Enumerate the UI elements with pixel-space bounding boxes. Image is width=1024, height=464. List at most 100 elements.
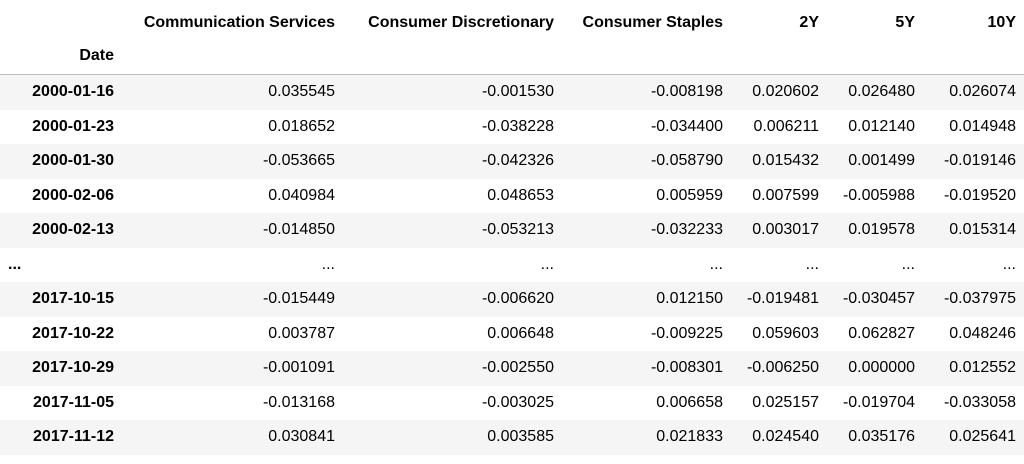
row-index: 2017-11-05: [33, 393, 114, 411]
table-cell: 0.006648: [487, 324, 554, 342]
column-header: 2Y: [799, 14, 819, 31]
table-cell: ...: [709, 255, 723, 273]
table-cell: -0.008301: [650, 359, 723, 376]
index-name: Date: [79, 47, 114, 64]
table-cell: -0.034400: [650, 117, 723, 135]
table-cell: 0.048653: [487, 186, 554, 204]
row-index: 2000-01-16: [32, 83, 114, 100]
column-header: 10Y: [987, 14, 1016, 31]
table-cell: 0.014948: [949, 117, 1016, 135]
table-body: 2000-01-16 0.035545 -0.001530 -0.008198 …: [0, 74, 1024, 455]
table-row: 2017-10-22 0.003787 0.006648 -0.009225 0…: [0, 316, 1024, 351]
table-cell: ...: [540, 255, 554, 273]
table-cell: 0.003585: [487, 428, 554, 445]
table-row: 2000-02-06 0.040984 0.048653 0.005959 0.…: [0, 178, 1024, 213]
table-cell: ...: [901, 255, 915, 273]
row-index: 2000-02-06: [32, 186, 114, 204]
table-cell: 0.021833: [656, 428, 723, 445]
table-cell: 0.059603: [752, 324, 819, 342]
table-cell: 0.024540: [752, 428, 819, 445]
table-cell: -0.030457: [842, 290, 915, 307]
table-cell: -0.037975: [943, 290, 1016, 307]
table-cell: 0.019578: [848, 221, 915, 238]
table-cell: -0.019146: [943, 152, 1016, 169]
table-cell: 0.000000: [848, 359, 915, 376]
table-cell: -0.003025: [481, 393, 554, 411]
table-cell: 0.030841: [268, 428, 335, 445]
table-cell: -0.058790: [650, 152, 723, 169]
row-index: ...: [8, 255, 22, 273]
table-row: 2000-01-23 0.018652 -0.038228 -0.034400 …: [0, 109, 1024, 144]
table-cell: 0.003787: [268, 324, 335, 342]
table-cell: ...: [805, 255, 819, 273]
table-cell: 0.026074: [949, 83, 1016, 100]
table-cell: 0.006658: [656, 393, 723, 411]
table-cell: -0.038228: [481, 117, 554, 135]
table-row: 2017-11-12 0.030841 0.003585 0.021833 0.…: [0, 420, 1024, 455]
index-name-row: Date: [0, 45, 1024, 75]
table-cell: 0.003017: [752, 221, 819, 238]
table-cell: 0.012150: [656, 290, 723, 307]
table-header: Communication Services Consumer Discreti…: [0, 0, 1024, 75]
table-cell: 0.005959: [656, 186, 723, 204]
table-cell: 0.015432: [752, 152, 819, 169]
table-cell: 0.035545: [268, 83, 335, 100]
table-row: 2017-10-15 -0.015449 -0.006620 0.012150 …: [0, 282, 1024, 317]
table-cell: 0.018652: [268, 117, 335, 135]
table-row: 2017-10-29 -0.001091 -0.002550 -0.008301…: [0, 351, 1024, 386]
table-cell: -0.053213: [481, 221, 554, 238]
header-corner: [0, 0, 122, 45]
table-cell: -0.006250: [746, 359, 819, 376]
row-index: 2000-01-23: [32, 117, 114, 135]
table-cell: -0.019704: [842, 393, 915, 411]
table-cell: 0.015314: [949, 221, 1016, 238]
table-cell: 0.026480: [848, 83, 915, 100]
table-cell: 0.020602: [752, 83, 819, 100]
table-cell: 0.040984: [268, 186, 335, 204]
table-cell: -0.042326: [481, 152, 554, 169]
table-cell: -0.033058: [943, 393, 1016, 411]
table-cell: -0.008198: [650, 83, 723, 100]
table-row: 2000-02-13 -0.014850 -0.053213 -0.032233…: [0, 213, 1024, 248]
table-cell: -0.014850: [262, 221, 335, 238]
table-cell: 0.012552: [949, 359, 1016, 376]
row-index: 2000-02-13: [32, 221, 114, 238]
column-header-row: Communication Services Consumer Discreti…: [0, 0, 1024, 45]
table-cell: 0.012140: [848, 117, 915, 135]
table-cell: -0.019520: [943, 186, 1016, 204]
ellipsis-row: ... ... ... ... ... ... ...: [0, 247, 1024, 282]
row-index: 2017-11-12: [33, 428, 114, 445]
row-index: 2017-10-15: [32, 290, 114, 307]
table-row: 2017-11-05 -0.013168 -0.003025 0.006658 …: [0, 385, 1024, 420]
table-cell: -0.015449: [262, 290, 335, 307]
row-index: 2017-10-29: [32, 359, 114, 376]
table-cell: 0.062827: [848, 324, 915, 342]
table-cell: -0.005988: [842, 186, 915, 204]
table-cell: -0.032233: [650, 221, 723, 238]
table-cell: 0.006211: [753, 117, 819, 135]
table-cell: -0.053665: [262, 152, 335, 169]
table-cell: 0.025157: [752, 393, 819, 411]
table-row: 2000-01-16 0.035545 -0.001530 -0.008198 …: [0, 74, 1024, 110]
table-cell: 0.001499: [848, 152, 915, 169]
table-cell: 0.048246: [949, 324, 1016, 342]
table-cell: -0.001091: [262, 359, 335, 376]
table-cell: -0.002550: [481, 359, 554, 376]
column-header: 5Y: [895, 14, 915, 31]
column-header: Consumer Discretionary: [368, 14, 554, 31]
column-header: Consumer Staples: [582, 14, 723, 31]
table-cell: -0.019481: [746, 290, 819, 307]
column-header: Communication Services: [143, 14, 335, 31]
table-cell: -0.009225: [650, 324, 723, 342]
table-cell: ...: [321, 255, 335, 273]
row-index: 2017-10-22: [32, 324, 114, 342]
table-cell: 0.035176: [848, 428, 915, 445]
table-cell: -0.001530: [481, 83, 554, 100]
table-row: 2000-01-30 -0.053665 -0.042326 -0.058790…: [0, 144, 1024, 179]
table-cell: -0.013168: [262, 393, 335, 411]
table-cell: ...: [1002, 255, 1016, 273]
table-cell: -0.006620: [481, 290, 554, 307]
table-cell: 0.007599: [752, 186, 819, 204]
